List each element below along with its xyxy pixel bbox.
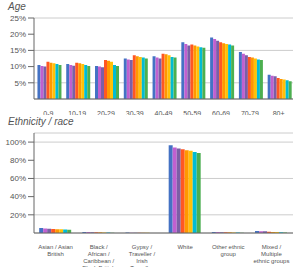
svg-text:20%: 20% (10, 30, 26, 39)
svg-text:Other ethnicgroup: Other ethnicgroup (212, 244, 245, 257)
svg-text:5%: 5% (14, 79, 26, 88)
html-text:Age: Age (8, 1, 26, 12)
svg-text:80+: 80+ (273, 110, 285, 115)
svg-text:10%: 10% (10, 62, 26, 71)
svg-text:20%: 20% (10, 211, 26, 220)
svg-text:40%: 40% (10, 192, 26, 201)
svg-text:Black /African /Caribbean /Bla: Black /African /Caribbean /Black British (82, 244, 115, 267)
svg-text:60%: 60% (10, 174, 26, 183)
svg-text:70-79: 70-79 (241, 110, 259, 115)
svg-text:Asian / AsianBritish: Asian / AsianBritish (38, 244, 73, 257)
svg-text:20-29: 20-29 (97, 110, 115, 115)
svg-text:30-39: 30-39 (126, 110, 144, 115)
svg-text:White: White (177, 244, 193, 250)
svg-text:25%: 25% (10, 14, 26, 23)
svg-text:50-59: 50-59 (183, 110, 201, 115)
svg-text:0-9: 0-9 (43, 110, 53, 115)
svg-text:15%: 15% (10, 46, 26, 55)
svg-text:40-49: 40-49 (155, 110, 173, 115)
svg-text:80%: 80% (10, 156, 26, 165)
svg-text:Mixed /Multipleethnic groups: Mixed /Multipleethnic groups (253, 244, 289, 264)
svg-text:60-69: 60-69 (212, 110, 230, 115)
svg-text:100%: 100% (8, 138, 26, 147)
html-text:Ethnicity / race: Ethnicity / race (8, 116, 74, 127)
svg-text:10-19: 10-19 (68, 110, 86, 115)
svg-text:Gypsy /Traveller /IrishTravell: Gypsy /Traveller /IrishTraveller (129, 244, 156, 267)
